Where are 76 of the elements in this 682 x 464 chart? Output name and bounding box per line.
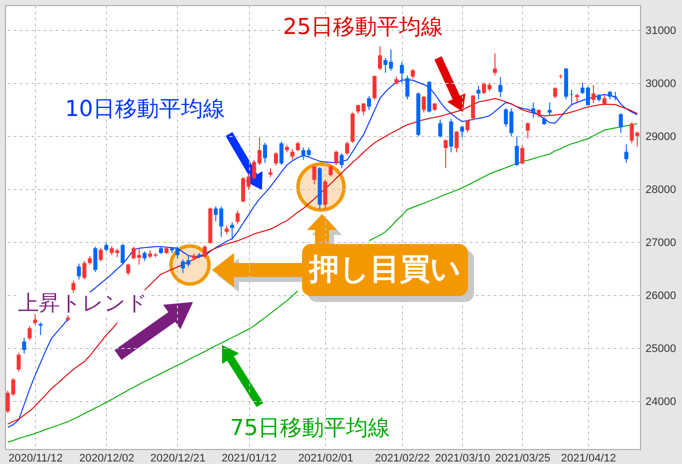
candlestick — [438, 118, 442, 138]
text: 75日移動平均線 — [230, 416, 390, 442]
candlestick — [466, 119, 470, 133]
candlestick — [410, 68, 415, 80]
y-tick-label: 31000 — [646, 24, 676, 37]
candlestick — [323, 179, 328, 210]
x-tick-label: 2020/11/12 — [8, 452, 63, 464]
y-tick-label: 30000 — [646, 78, 676, 90]
candlestick — [126, 263, 130, 276]
x-tick-label: 2020/12/21 — [150, 452, 206, 464]
candlestick — [602, 94, 606, 106]
candlestick — [553, 86, 558, 99]
candlestick — [38, 322, 43, 336]
candlestick — [345, 141, 350, 156]
y-tick-label: 24000 — [646, 396, 676, 408]
text: 10日移動平均線 — [65, 97, 225, 123]
candlestick — [378, 46, 382, 71]
text: 25日移動平均線 — [283, 15, 443, 41]
candlestick — [202, 245, 207, 259]
candlestick — [422, 96, 426, 114]
candlestick — [492, 52, 497, 76]
x-tick-label: 2020/12/02 — [79, 452, 134, 464]
x-tick-label: 2021/04/12 — [560, 452, 616, 464]
y-tick-label: 27000 — [646, 236, 676, 249]
candlestick — [531, 102, 536, 118]
candlestick — [591, 84, 596, 104]
candlestick — [334, 150, 338, 166]
candlestick — [263, 142, 268, 164]
x-tick-label: 2021/02/01 — [298, 452, 354, 464]
candlestick — [372, 74, 377, 100]
x-tick-label: 2021/03/10 — [435, 452, 490, 464]
candlestick — [340, 152, 344, 169]
candlestick — [444, 139, 448, 169]
candlestick — [312, 166, 316, 185]
candlestick — [400, 62, 404, 84]
candlestick — [296, 141, 300, 152]
candlestick — [471, 94, 476, 122]
candlestick — [405, 74, 410, 100]
y-tick-label: 25000 — [646, 342, 676, 355]
candlestick — [224, 224, 229, 235]
candlestick — [71, 280, 76, 294]
x-tick-label: 2021/03/25 — [495, 452, 550, 464]
y-tick-label: 28000 — [646, 184, 676, 196]
candlestick — [454, 130, 459, 153]
candlestick — [33, 312, 38, 326]
candlestick — [328, 165, 333, 177]
candlestick — [367, 96, 372, 110]
candlestick — [460, 125, 464, 138]
candlestick — [22, 337, 26, 354]
candlestick — [236, 210, 240, 224]
candlestick — [476, 85, 481, 100]
candlestick — [274, 152, 278, 166]
candlestick — [548, 102, 552, 116]
x-tick-label: 2021/01/12 — [222, 452, 277, 464]
candlestick — [290, 148, 294, 160]
annotation: 上昇トレンド — [18, 291, 148, 315]
x-tick-label: 2021/02/22 — [374, 452, 430, 464]
candlestick — [498, 76, 502, 98]
candlestick — [82, 260, 86, 280]
y-tick-label: 26000 — [646, 290, 676, 302]
candlestick — [526, 122, 530, 140]
candlestick — [93, 246, 98, 273]
candlestick — [76, 263, 81, 280]
candlestick — [624, 144, 628, 164]
candlestick — [279, 141, 284, 166]
candlestick — [520, 144, 524, 165]
candlestick — [120, 243, 125, 266]
candlestick — [16, 352, 21, 372]
candlestick — [98, 247, 103, 262]
candlestick — [230, 222, 234, 240]
candlestick — [268, 168, 272, 178]
candlestick — [28, 326, 32, 341]
candlestick — [618, 112, 623, 134]
y-tick-label: 29000 — [646, 130, 676, 143]
candlestick — [514, 136, 519, 167]
candlestick — [142, 250, 147, 262]
